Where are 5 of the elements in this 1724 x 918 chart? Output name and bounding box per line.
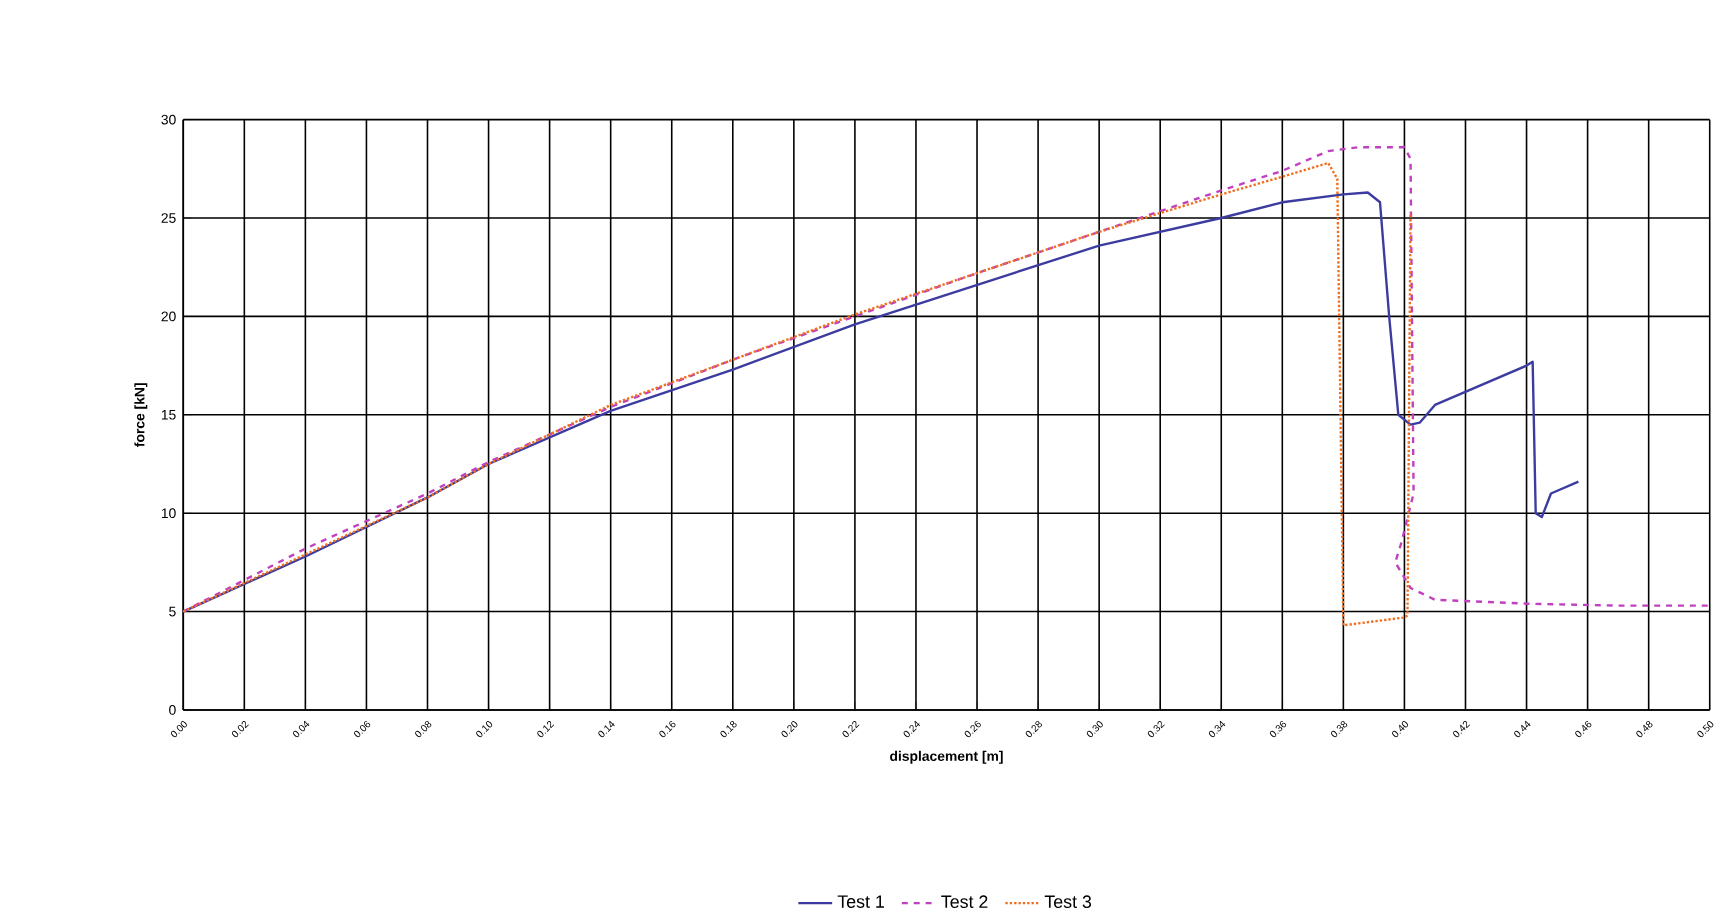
legend-label: Test 2 — [941, 895, 988, 908]
line-series — [182, 161, 1412, 627]
line-series — [182, 145, 1711, 613]
legend-label: Test 3 — [1044, 895, 1092, 908]
legend-label: Test 1 — [837, 895, 884, 908]
